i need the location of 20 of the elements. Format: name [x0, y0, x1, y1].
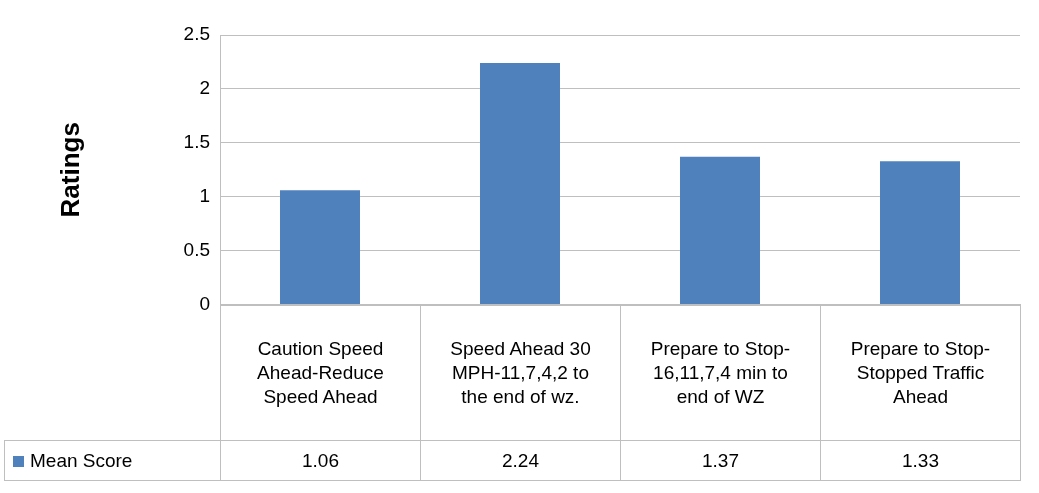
data-label: 1.37	[620, 440, 821, 481]
y-tick-label: 2.5	[183, 23, 210, 45]
legend-label: Mean Score	[4, 440, 221, 481]
bar	[680, 156, 760, 305]
x-tick-label: Prepare to Stop-16,11,7,4 min to end of WZ	[620, 305, 821, 441]
bar	[880, 161, 960, 305]
y-tick-label: 0.5	[183, 238, 210, 260]
data-label: 2.24	[420, 440, 621, 481]
x-tick-label: Caution Speed Ahead-Reduce Speed Ahead	[220, 305, 421, 441]
x-tick-label: Prepare to Stop-Stopped Traffic Ahead	[820, 305, 1021, 441]
y-tick-label: 2	[199, 77, 210, 99]
data-label: 1.06	[220, 440, 421, 481]
y-axis-title: Ratings	[54, 122, 85, 218]
x-tick-label: Speed Ahead 30 MPH-11,7,4,2 to the end of wz.	[420, 305, 621, 441]
bar	[280, 190, 360, 305]
y-tick-label: 1.5	[183, 131, 210, 153]
data-label: 1.33	[820, 440, 1021, 481]
y-tick-label: 0	[199, 292, 210, 314]
y-tick-label: 1	[199, 184, 210, 206]
bar	[480, 63, 560, 305]
